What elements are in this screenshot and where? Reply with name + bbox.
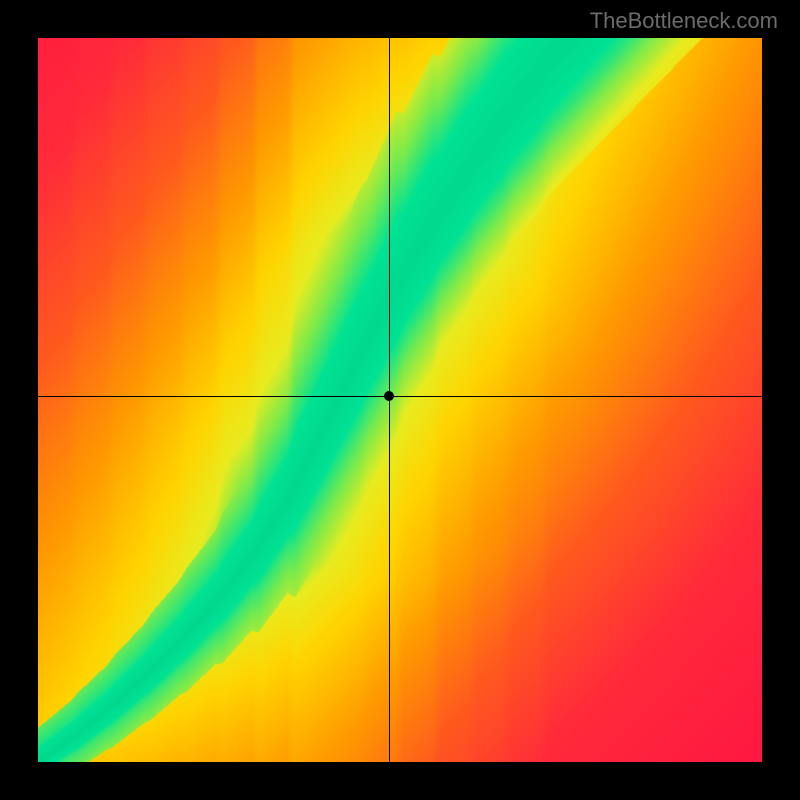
bottleneck-heatmap xyxy=(38,38,762,762)
watermark-text: TheBottleneck.com xyxy=(590,8,778,34)
marker-dot xyxy=(384,391,394,401)
plot-area xyxy=(38,38,762,762)
crosshair-horizontal xyxy=(38,396,762,397)
